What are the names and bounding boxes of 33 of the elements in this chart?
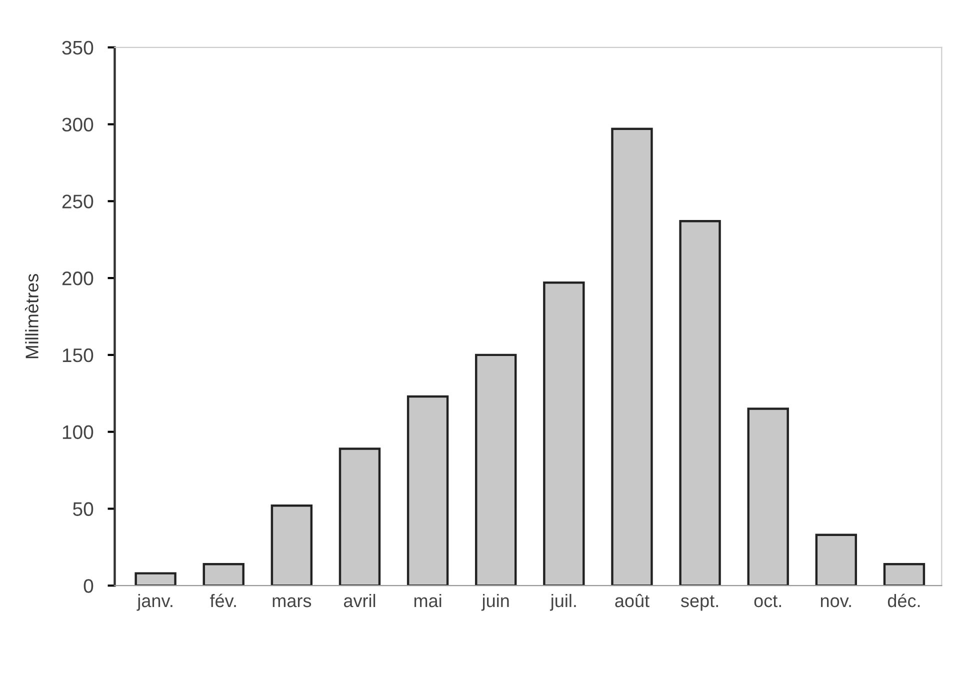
x-tick-label: janv. <box>136 594 172 611</box>
bar <box>475 354 517 586</box>
x-tick-label: sept. <box>680 595 718 611</box>
y-tick-label: 0 <box>84 579 94 593</box>
bar <box>815 534 858 586</box>
y-tick-label: 150 <box>62 348 94 362</box>
y-tick-label: 300 <box>62 118 94 132</box>
x-tick-label: mars <box>272 597 312 608</box>
bar <box>611 128 653 586</box>
bar <box>883 562 926 586</box>
bar <box>406 395 449 586</box>
x-tick-label: avril <box>344 594 376 608</box>
y-tick-label: 100 <box>62 425 94 440</box>
x-tick-label: déc. <box>888 594 920 608</box>
y-tick-label: 250 <box>62 194 94 208</box>
bar <box>134 572 176 586</box>
x-tick-label: juil. <box>550 594 576 611</box>
y-tick-label: 200 <box>62 272 94 286</box>
bar <box>679 220 721 586</box>
y-tick-label: 50 <box>73 502 94 516</box>
bar <box>270 504 313 586</box>
y-tick-label: 350 <box>62 40 94 55</box>
x-tick-label: juin <box>481 594 509 611</box>
x-tick-label: nov. <box>820 597 851 608</box>
bar <box>747 408 789 586</box>
bar <box>543 282 585 586</box>
x-tick-label: mai <box>414 594 442 608</box>
x-tick-label: fév. <box>210 594 236 608</box>
x-tick-label: août <box>615 594 650 608</box>
bar <box>338 448 381 586</box>
x-tick-label: oct. <box>754 595 782 608</box>
bar <box>202 562 244 586</box>
y-axis-title: Millimètres <box>24 274 38 358</box>
